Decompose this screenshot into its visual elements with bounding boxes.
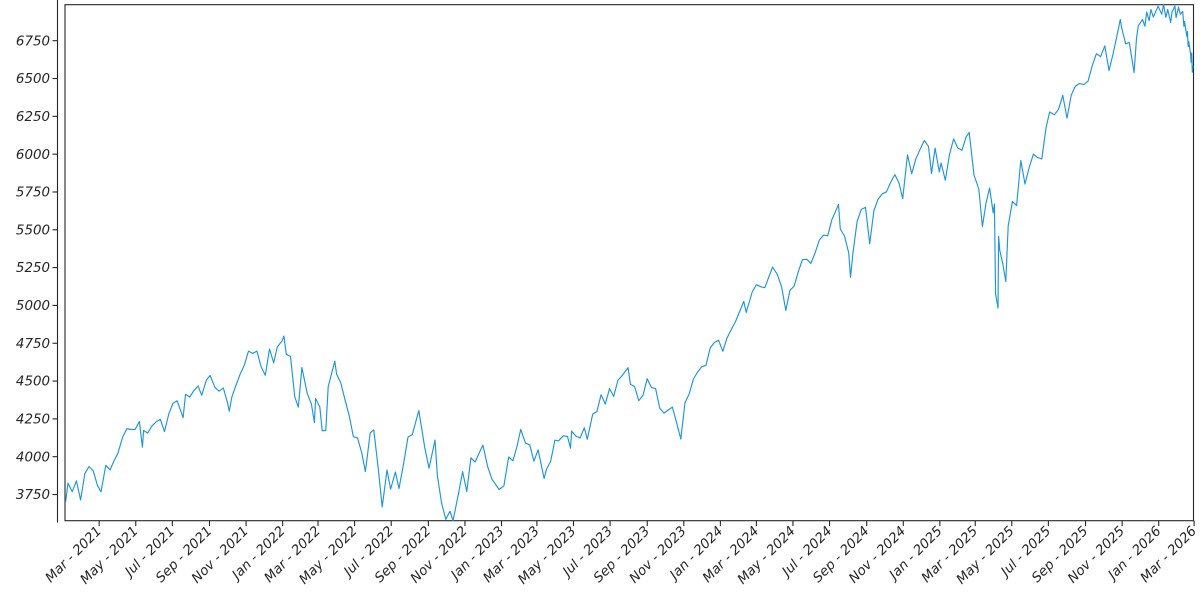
y-tick-label: 6000: [16, 148, 50, 163]
y-tick-label: 5000: [16, 299, 50, 314]
plot-border: [64, 4, 1195, 522]
y-tick-label: 5750: [16, 186, 50, 201]
y-tick-label: 6500: [16, 72, 50, 87]
y-tick-label: 4250: [16, 412, 50, 427]
y-tick-label: 4500: [16, 375, 50, 390]
y-tick-label: 3750: [16, 488, 50, 503]
y-tick-label: 4000: [16, 450, 50, 465]
y-tick-label: 6750: [16, 34, 50, 49]
y-tick-label: 5500: [16, 223, 50, 238]
y-tick-label: 4750: [16, 337, 50, 352]
y-tick-label: 5250: [16, 261, 50, 276]
price-line-index-close: [65, 4, 1194, 522]
y-tick-label: 6250: [16, 110, 50, 125]
